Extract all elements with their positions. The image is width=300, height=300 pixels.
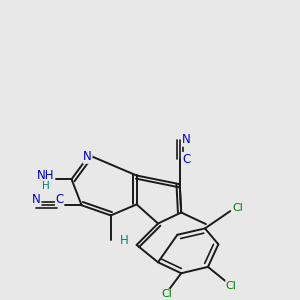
Text: N: N [32,193,41,206]
Text: N: N [83,150,92,163]
Text: Cl: Cl [226,281,237,291]
Text: N: N [182,133,190,146]
Text: H: H [42,182,50,191]
Text: C: C [182,152,190,166]
Text: C: C [56,193,64,206]
Text: Cl: Cl [232,203,243,213]
Text: NH: NH [37,169,55,182]
Text: Cl: Cl [161,290,172,299]
Text: H: H [120,234,129,247]
